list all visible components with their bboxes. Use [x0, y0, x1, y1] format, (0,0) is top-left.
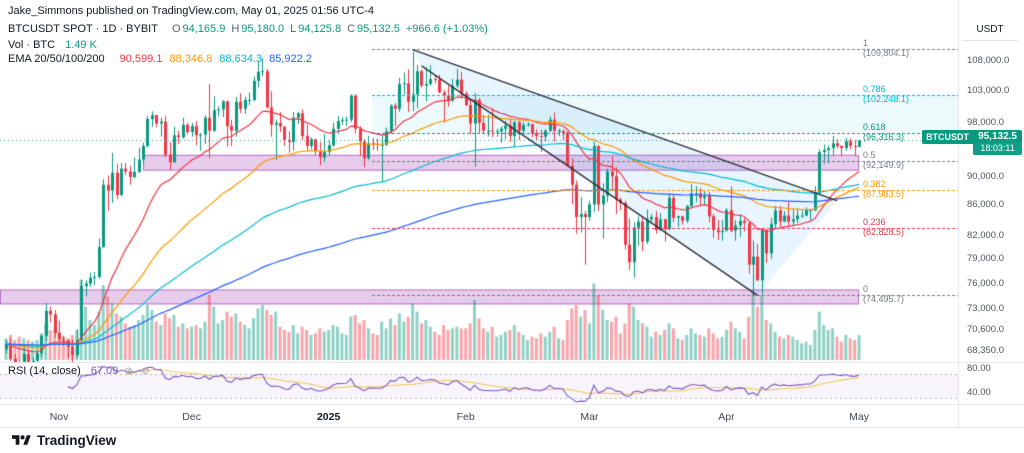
high-label: H — [231, 23, 240, 35]
price-axis-label: 98,000.0 — [967, 116, 1004, 128]
price-badge-countdown: 18:03:11 — [973, 143, 1022, 156]
low-label: L — [290, 23, 297, 35]
low-value: 94,125.8 — [298, 23, 342, 35]
ema-legend: EMA 20/50/100/200 90,599.1 88,346.8 88,634.… — [8, 53, 312, 65]
open-value: 94,165.9 — [182, 23, 226, 35]
time-axis-label[interactable]: 2025 — [316, 411, 341, 423]
time-axis-label[interactable]: May — [849, 411, 869, 423]
rsi-legend: RSI (14, close) 67.09 ⊘ ⊘ — [8, 365, 153, 377]
fib-level-label: 0.236 (82,828.5) — [863, 217, 905, 238]
rsi-axis-label: 40.00 — [967, 387, 991, 398]
ema20-value: 90,599.1 — [119, 53, 163, 65]
time-axis[interactable]: Nov Dec 2025 Feb Mar Apr May — [0, 405, 958, 427]
price-axis-label: 108,000.0 — [967, 55, 1010, 66]
fib-level-label: 0.618 (96,316.3) — [863, 121, 905, 142]
change-value: +966.6 (+1.03%) — [405, 23, 488, 35]
price-axis-label: 73,000.0 — [967, 303, 1004, 315]
axis-currency-label[interactable]: USDT — [962, 24, 1018, 41]
time-axis-label[interactable]: Nov — [49, 411, 69, 423]
time-axis-label[interactable]: Feb — [456, 411, 475, 423]
symbol-title[interactable]: BTCUSDT SPOT · 1D · BYBIT — [8, 23, 158, 35]
volume-legend: Vol · BTC 1.49 K — [8, 39, 97, 51]
ema200-value: 85,922.2 — [269, 53, 312, 65]
ema50-value: 88,346.8 — [169, 53, 213, 65]
footer-bar: TradingView — [0, 428, 1024, 453]
volume-label[interactable]: Vol · BTC — [8, 39, 56, 51]
symbol-legend: BTCUSDT SPOT · 1D · BYBIT O 94,165.9 H 95,18… — [8, 23, 488, 35]
fib-level-label: 0.786 (102,248.1) — [863, 83, 910, 104]
price-axis-label: 70,600.0 — [967, 324, 1004, 336]
tradingview-brand: TradingView — [37, 433, 117, 448]
fib-level-label: 0.382 (87,983.5) — [863, 178, 905, 199]
price-axis-label: 68,350.0 — [967, 345, 1004, 356]
time-axis-label[interactable]: Dec — [182, 411, 201, 423]
ema100-value: 88,634.3 — [219, 53, 263, 65]
price-axis[interactable]: 108,000.0 103,000.0 98,000.0 90,000.0 86,000… — [958, 0, 1024, 427]
price-badge[interactable]: BTCUSDT 95,132.5 18:03:11 — [922, 130, 1022, 156]
price-axis-label: 90,000.0 — [967, 170, 1004, 182]
tradingview-logo-icon — [12, 435, 31, 445]
volume-value: 1.49 K — [65, 39, 97, 51]
publisher-line: Jake_Simmons published on TradingView.co… — [8, 5, 375, 17]
price-badge-value[interactable]: 95,132.5 — [973, 130, 1022, 144]
fib-level-label: 1 (109,804.1) — [863, 38, 910, 59]
price-axis-label: 86,000.0 — [967, 199, 1004, 211]
price-axis-label: 82,000.0 — [967, 229, 1004, 241]
rsi-axis-label: 80.00 — [967, 363, 991, 374]
tradingview-logo[interactable]: TradingView — [12, 433, 116, 448]
visibility-toggle-icons[interactable]: ⊘ ⊘ — [124, 366, 153, 377]
fib-level-label: 0 (74,495.7) — [863, 284, 905, 305]
rsi-value: 67.09 — [90, 365, 119, 377]
rsi-label[interactable]: RSI (14, close) — [8, 365, 81, 377]
time-axis-label[interactable]: Mar — [580, 411, 599, 423]
price-axis-label: 103,000.0 — [967, 85, 1010, 97]
ema-label[interactable]: EMA 20/50/100/200 — [8, 53, 105, 65]
close-label: C — [347, 23, 356, 35]
price-badge-symbol[interactable]: BTCUSDT — [922, 130, 974, 145]
fib-level-label: 0.5 (92,149.9) — [863, 149, 905, 170]
open-label: O — [171, 23, 181, 35]
time-axis-label[interactable]: Apr — [718, 411, 735, 423]
close-value: 95,132.5 — [357, 23, 400, 35]
price-axis-label: 76,000.0 — [967, 277, 1004, 289]
price-axis-label: 79,000.0 — [967, 253, 1004, 265]
high-value: 95,180.0 — [241, 23, 285, 35]
